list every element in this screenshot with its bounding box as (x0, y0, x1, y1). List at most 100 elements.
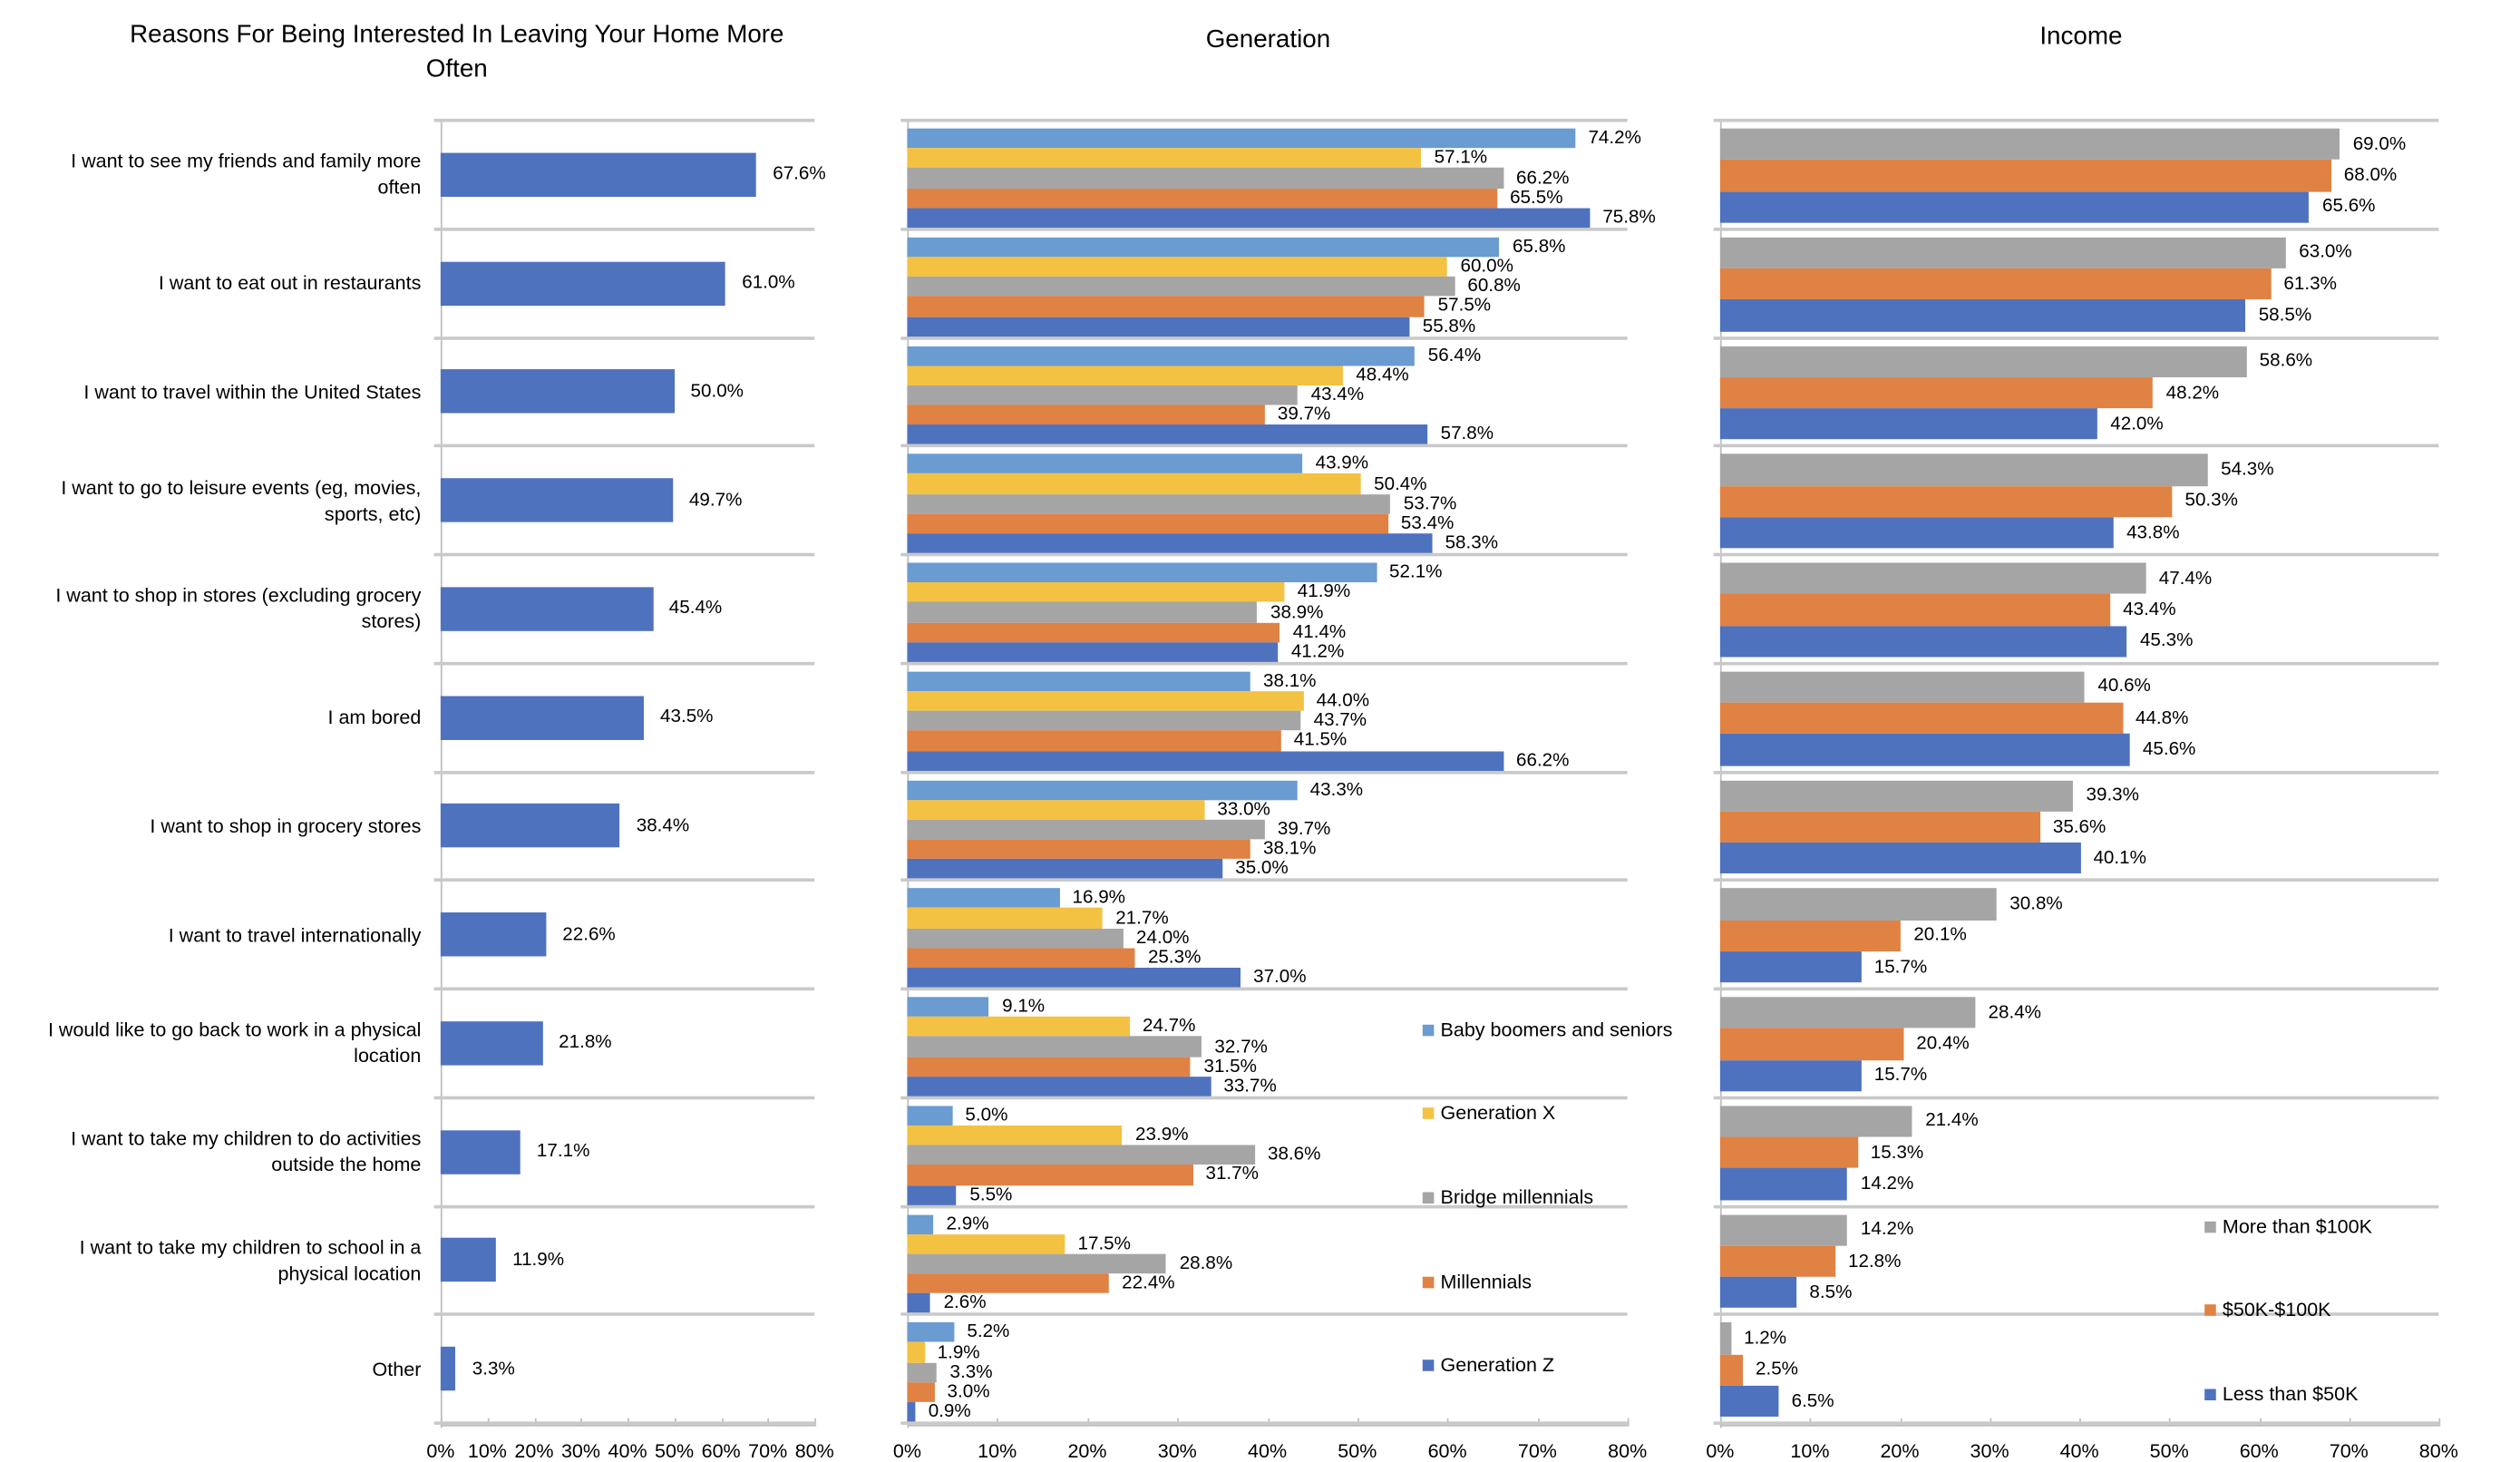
data-label: 15.3% (1870, 1143, 1924, 1163)
bar--50k-100k (1719, 702, 2123, 735)
row-separator (433, 770, 815, 774)
category-label: I want to travel internationally (168, 922, 422, 947)
bar-generation-z (907, 1401, 916, 1422)
row-separator (900, 1096, 1628, 1099)
legend-item[interactable]: Millennials (1422, 1271, 1532, 1293)
category-label: I want to eat out in restaurants (158, 271, 422, 295)
bar-millennials (907, 1273, 1109, 1294)
legend-item[interactable]: Generation X (1422, 1101, 1555, 1124)
data-label: 41.2% (1290, 642, 1345, 662)
bar-generation-x (907, 365, 1343, 385)
data-label: 41.9% (1297, 582, 1351, 603)
bar-generation-z (907, 968, 1241, 988)
data-label: 15.7% (1873, 1066, 1928, 1086)
data-label: 12.8% (1848, 1251, 1902, 1272)
bar--50k-100k (1719, 268, 2272, 300)
bar-less-than-50k (1719, 517, 2114, 549)
bar (440, 804, 620, 848)
data-label: 65.5% (1510, 188, 1563, 208)
data-label: 22.4% (1122, 1273, 1175, 1294)
legend-label: More than $100K (2222, 1214, 2372, 1238)
row-separator (900, 1204, 1628, 1208)
data-label: 35.0% (1235, 859, 1289, 880)
category-label: Other (372, 1357, 422, 1380)
legend-item[interactable]: Less than $50K (2204, 1382, 2358, 1405)
y-axis-line (907, 120, 910, 1428)
row-separator (1713, 118, 2439, 122)
bar-generation-x (907, 148, 1422, 169)
data-label: 2.9% (946, 1213, 989, 1234)
bar-millennials (907, 622, 1280, 642)
x-tick-mark (1627, 1418, 1630, 1427)
data-label: 44.0% (1316, 691, 1370, 711)
data-label: 14.2% (1860, 1220, 1914, 1240)
bar-bridge-millennials (907, 1037, 1202, 1057)
legend-item[interactable]: More than $100K (2204, 1215, 2372, 1238)
data-label: 65.6% (2322, 197, 2376, 218)
bar-bridge-millennials (907, 493, 1391, 514)
legend-label: Baby boomers and seniors (1440, 1018, 1673, 1041)
bar-less-than-50k (1719, 950, 1862, 983)
data-label: 66.2% (1516, 168, 1570, 189)
row-separator (900, 770, 1628, 774)
bar-bridge-millennials (907, 602, 1258, 623)
data-label: 54.3% (2221, 460, 2274, 480)
legend-item[interactable]: Bridge millennials (1422, 1185, 1593, 1208)
bar-baby-boomers-and-seniors (907, 997, 989, 1018)
category-label: I want to shop in stores (excluding groc… (55, 584, 422, 634)
data-label: 32.7% (1214, 1037, 1268, 1057)
data-label: 58.6% (2259, 351, 2313, 372)
bar-less-than-50k (1719, 625, 2127, 658)
data-label: 61.0% (742, 273, 795, 294)
x-tick-label: 50% (1338, 1439, 1377, 1462)
bar (440, 478, 674, 522)
x-tick-label: 0% (1706, 1439, 1735, 1462)
row-separator (433, 878, 815, 882)
bar--50k-100k (1719, 376, 2154, 409)
legend-item[interactable]: Generation Z (1422, 1353, 1554, 1376)
bar--50k-100k (1719, 485, 2173, 518)
data-label: 21.4% (1925, 1111, 1979, 1132)
x-tick-label: 30% (1970, 1439, 2009, 1462)
row-separator (433, 1096, 815, 1099)
bar-generation-x (907, 582, 1285, 603)
bar-less-than-50k (1719, 299, 2246, 332)
row-separator (1713, 1312, 2439, 1317)
data-label: 20.4% (1916, 1034, 1970, 1055)
data-label: 75.8% (1602, 208, 1656, 228)
x-tick-label: 30% (560, 1439, 601, 1462)
bar (440, 1020, 543, 1066)
data-label: 2.5% (1755, 1360, 1799, 1380)
row-separator (1713, 227, 2439, 231)
data-label: 11.9% (512, 1250, 565, 1271)
data-label: 58.3% (1445, 533, 1499, 553)
legend-swatch (2204, 1388, 2216, 1400)
x-tick-label: 40% (2059, 1439, 2099, 1462)
bar--50k-100k (1719, 811, 2040, 843)
x-tick-label: 70% (1517, 1439, 1557, 1462)
bar-bridge-millennials (907, 385, 1299, 405)
bar--50k-100k (1719, 1245, 1835, 1278)
x-tick-label: 10% (978, 1439, 1017, 1462)
bar-more-than-100k (1719, 346, 2247, 377)
x-tick-label: 20% (1067, 1439, 1107, 1462)
data-label: 66.2% (1516, 750, 1570, 771)
x-tick-label: 20% (514, 1439, 554, 1462)
data-label: 17.5% (1077, 1233, 1131, 1254)
data-label: 52.1% (1389, 562, 1443, 583)
bar-less-than-50k (1719, 190, 2310, 223)
bar-millennials (907, 188, 1497, 209)
bar-generation-x (907, 908, 1103, 929)
row-separator (433, 552, 815, 557)
bar-more-than-100k (1719, 997, 1976, 1028)
legend-item[interactable]: Baby boomers and seniors (1422, 1018, 1673, 1041)
x-tick-label: 80% (1608, 1439, 1648, 1462)
legend-item[interactable]: $50K-$100K (2204, 1298, 2331, 1321)
data-label: 45.6% (2142, 740, 2196, 760)
data-label: 6.5% (1791, 1391, 1834, 1411)
bar--50k-100k (1719, 920, 1901, 951)
data-label: 42.0% (2110, 414, 2164, 434)
row-separator (433, 1204, 815, 1208)
data-label: 47.4% (2158, 569, 2213, 589)
bar-less-than-50k (1719, 1059, 1862, 1092)
